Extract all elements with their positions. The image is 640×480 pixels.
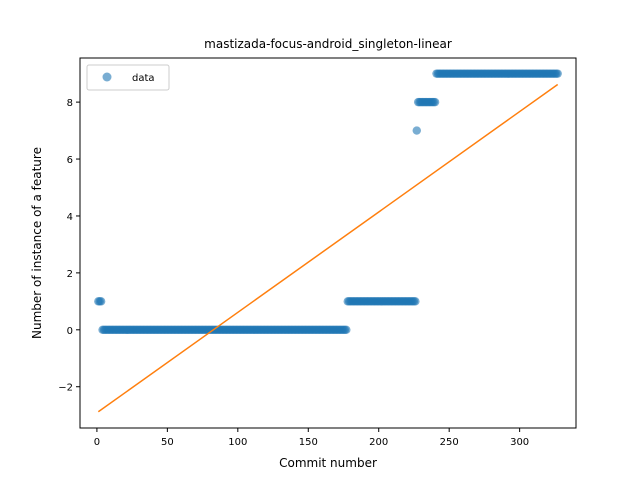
x-tick-label: 50	[161, 437, 174, 448]
y-axis-ticks: −2 0 2 4 6 8	[58, 98, 80, 394]
data-point	[96, 297, 106, 306]
x-tick-label: 250	[440, 437, 459, 448]
plot-frame	[79, 57, 577, 429]
data-point	[412, 126, 421, 135]
legend-box	[86, 64, 170, 91]
data-point	[342, 325, 351, 335]
legend-label-data: data	[132, 73, 155, 84]
x-tick-label: 300	[510, 437, 529, 448]
x-tick-label: 100	[228, 437, 247, 448]
y-tick-label: 8	[67, 98, 73, 109]
y-tick-label: 2	[67, 269, 73, 280]
legend-marker-data	[102, 72, 112, 82]
x-tick-label: 200	[369, 437, 388, 448]
x-axis-ticks: 0 50 100 150 200 250 300	[94, 428, 529, 448]
x-tick-label: 150	[299, 437, 318, 448]
y-tick-label: 6	[67, 155, 73, 166]
y-tick-label: 0	[67, 326, 73, 337]
x-tick-label: 0	[94, 437, 100, 448]
chart-title: mastizada-focus-android_singleton-linear	[204, 37, 452, 51]
data-point	[553, 69, 562, 78]
data-point	[430, 97, 440, 107]
y-tick-label: 4	[67, 212, 73, 223]
fit-line-group	[97, 83, 559, 413]
y-axis-title: Number of instance of a feature	[30, 147, 44, 339]
y-tick-label: −2	[58, 383, 73, 394]
data-point	[411, 297, 420, 306]
legend: data	[86, 64, 170, 91]
x-axis-title: Commit number	[279, 456, 377, 470]
data-points	[94, 69, 562, 335]
fit-line	[97, 83, 559, 413]
